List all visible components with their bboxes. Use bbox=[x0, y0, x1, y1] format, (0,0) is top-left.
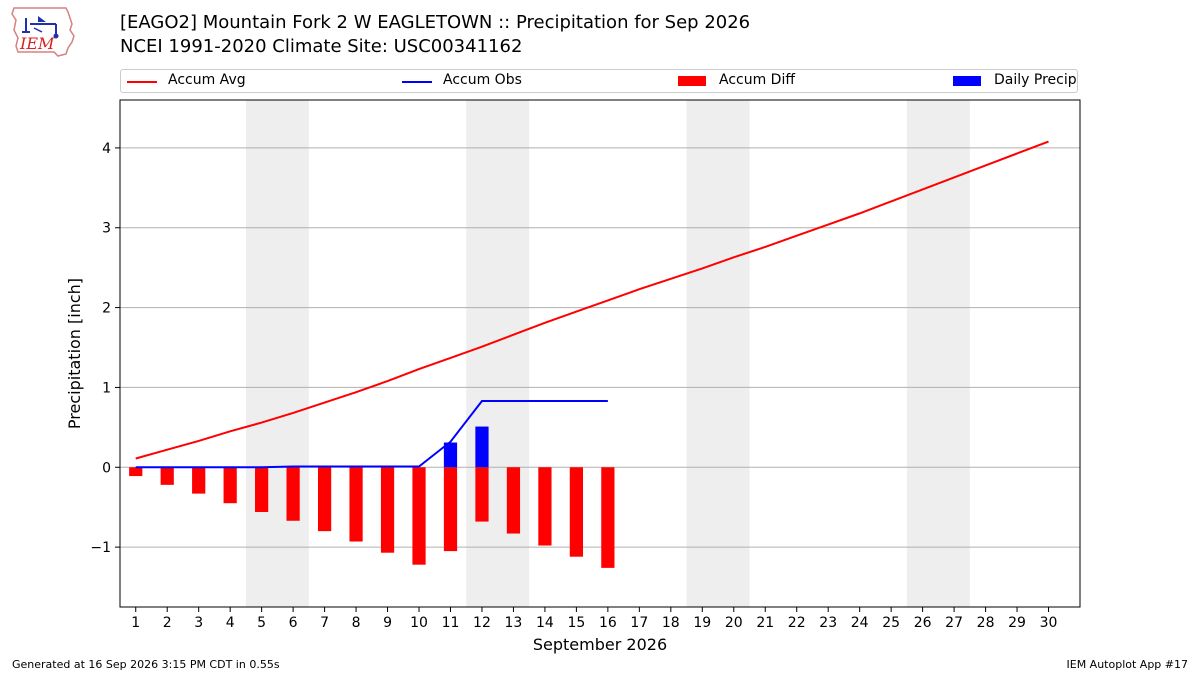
x-tick-label: 4 bbox=[226, 615, 235, 631]
x-tick-label: 20 bbox=[725, 615, 743, 631]
weekend-band bbox=[686, 100, 750, 607]
x-tick-label: 8 bbox=[352, 615, 361, 631]
plot-frame bbox=[119, 99, 1081, 608]
y-tick-label: 4 bbox=[102, 141, 111, 157]
x-tick-label: 29 bbox=[1008, 615, 1026, 631]
iem-logo: IEM bbox=[8, 6, 80, 60]
bar-accum-diff bbox=[475, 467, 489, 522]
app-note: IEM Autoplot App #17 bbox=[1066, 658, 1189, 671]
x-tick-label: 6 bbox=[289, 615, 298, 631]
bar-daily-precip bbox=[443, 442, 458, 468]
legend-label-daily-precip: Daily Precip bbox=[994, 72, 1077, 88]
weekend-band bbox=[245, 100, 309, 607]
bar-accum-diff bbox=[160, 467, 174, 485]
bar-accum-diff bbox=[255, 467, 269, 512]
bar-accum-diff bbox=[506, 467, 521, 534]
bar-accum-diff bbox=[192, 467, 206, 494]
y-tick-label: 2 bbox=[102, 301, 111, 317]
legend-swatch-accum-avg bbox=[127, 81, 157, 83]
generated-note: Generated at 16 Sep 2026 3:15 PM CDT in … bbox=[12, 658, 280, 671]
bar-accum-diff bbox=[538, 467, 552, 546]
y-tick-label: 0 bbox=[102, 460, 111, 476]
legend-swatch-accum-obs bbox=[402, 81, 432, 83]
legend-label-accum-obs: Accum Obs bbox=[443, 72, 522, 88]
legend: Accum Avg Accum Obs Accum Diff Daily Pre… bbox=[120, 69, 1078, 93]
series-lines bbox=[135, 140, 1049, 469]
x-tick-label: 10 bbox=[410, 615, 428, 631]
y-tick-label: 3 bbox=[102, 221, 111, 237]
bars bbox=[129, 426, 615, 568]
x-tick-label: 9 bbox=[383, 615, 392, 631]
chart-title: [EAGO2] Mountain Fork 2 W EAGLETOWN :: P… bbox=[120, 12, 751, 33]
bar-accum-diff bbox=[349, 467, 363, 542]
x-tick-label: 19 bbox=[693, 615, 711, 631]
legend-swatch-daily-precip bbox=[953, 76, 981, 86]
x-tick-label: 17 bbox=[630, 615, 648, 631]
bar-accum-diff bbox=[129, 467, 143, 477]
x-tick-label: 23 bbox=[819, 615, 837, 631]
x-tick-label: 13 bbox=[505, 615, 523, 631]
y-tick-label: 1 bbox=[102, 380, 111, 396]
x-tick-label: 21 bbox=[756, 615, 774, 631]
bar-accum-diff bbox=[569, 467, 584, 557]
x-tick-label: 22 bbox=[788, 615, 806, 631]
weekend-bands bbox=[245, 100, 970, 607]
bar-daily-precip bbox=[475, 426, 489, 468]
legend-label-accum-diff: Accum Diff bbox=[719, 72, 796, 88]
x-tick-label: 11 bbox=[442, 615, 460, 631]
y-axis-label: Precipitation [inch] bbox=[65, 278, 84, 429]
bar-accum-diff bbox=[317, 467, 332, 532]
x-tick-label: 18 bbox=[662, 615, 680, 631]
x-tick-label: 26 bbox=[914, 615, 932, 631]
x-tick-label: 12 bbox=[473, 615, 491, 631]
x-tick-label: 16 bbox=[599, 615, 617, 631]
bar-accum-diff bbox=[412, 467, 426, 565]
x-tick-label: 7 bbox=[320, 615, 329, 631]
bar-accum-diff bbox=[286, 467, 300, 521]
logo-text: IEM bbox=[19, 34, 55, 53]
bar-accum-diff bbox=[601, 467, 615, 568]
x-tick-label: 2 bbox=[163, 615, 172, 631]
x-tick-label: 14 bbox=[536, 615, 554, 631]
y-tick-label: −1 bbox=[90, 540, 111, 556]
x-tick-label: 15 bbox=[567, 615, 585, 631]
x-tick-label: 5 bbox=[257, 615, 266, 631]
bar-accum-diff bbox=[223, 467, 237, 504]
x-tick-label: 3 bbox=[194, 615, 203, 631]
chart-subtitle: NCEI 1991-2020 Climate Site: USC00341162 bbox=[120, 36, 523, 57]
legend-label-accum-avg: Accum Avg bbox=[168, 72, 246, 88]
x-axis-label: September 2026 bbox=[533, 635, 667, 654]
x-tick-label: 30 bbox=[1040, 615, 1058, 631]
bar-accum-diff bbox=[443, 467, 458, 552]
x-axis-ticks: 1 2 3 4 5 6 7 8 9 10 11 12 13 14 15 16 17 18 19 20 21 22 23 24 2… bbox=[131, 607, 1057, 631]
legend-swatch-accum-diff bbox=[678, 76, 706, 86]
y-axis-ticks: −1 0 1 2 3 4 bbox=[90, 141, 120, 556]
x-tick-label: 25 bbox=[882, 615, 900, 631]
line-accum-obs bbox=[135, 400, 608, 469]
bar-accum-diff bbox=[380, 467, 395, 553]
x-tick-label: 24 bbox=[851, 615, 869, 631]
x-tick-label: 28 bbox=[977, 615, 995, 631]
x-tick-label: 1 bbox=[131, 615, 140, 631]
x-tick-label: 27 bbox=[945, 615, 963, 631]
precipitation-chart: 1 2 3 4 5 6 7 8 9 10 11 12 13 14 15 16 17 18 19 20 21 22 23 24 2… bbox=[65, 99, 1081, 654]
line-accum-avg bbox=[135, 140, 1049, 460]
